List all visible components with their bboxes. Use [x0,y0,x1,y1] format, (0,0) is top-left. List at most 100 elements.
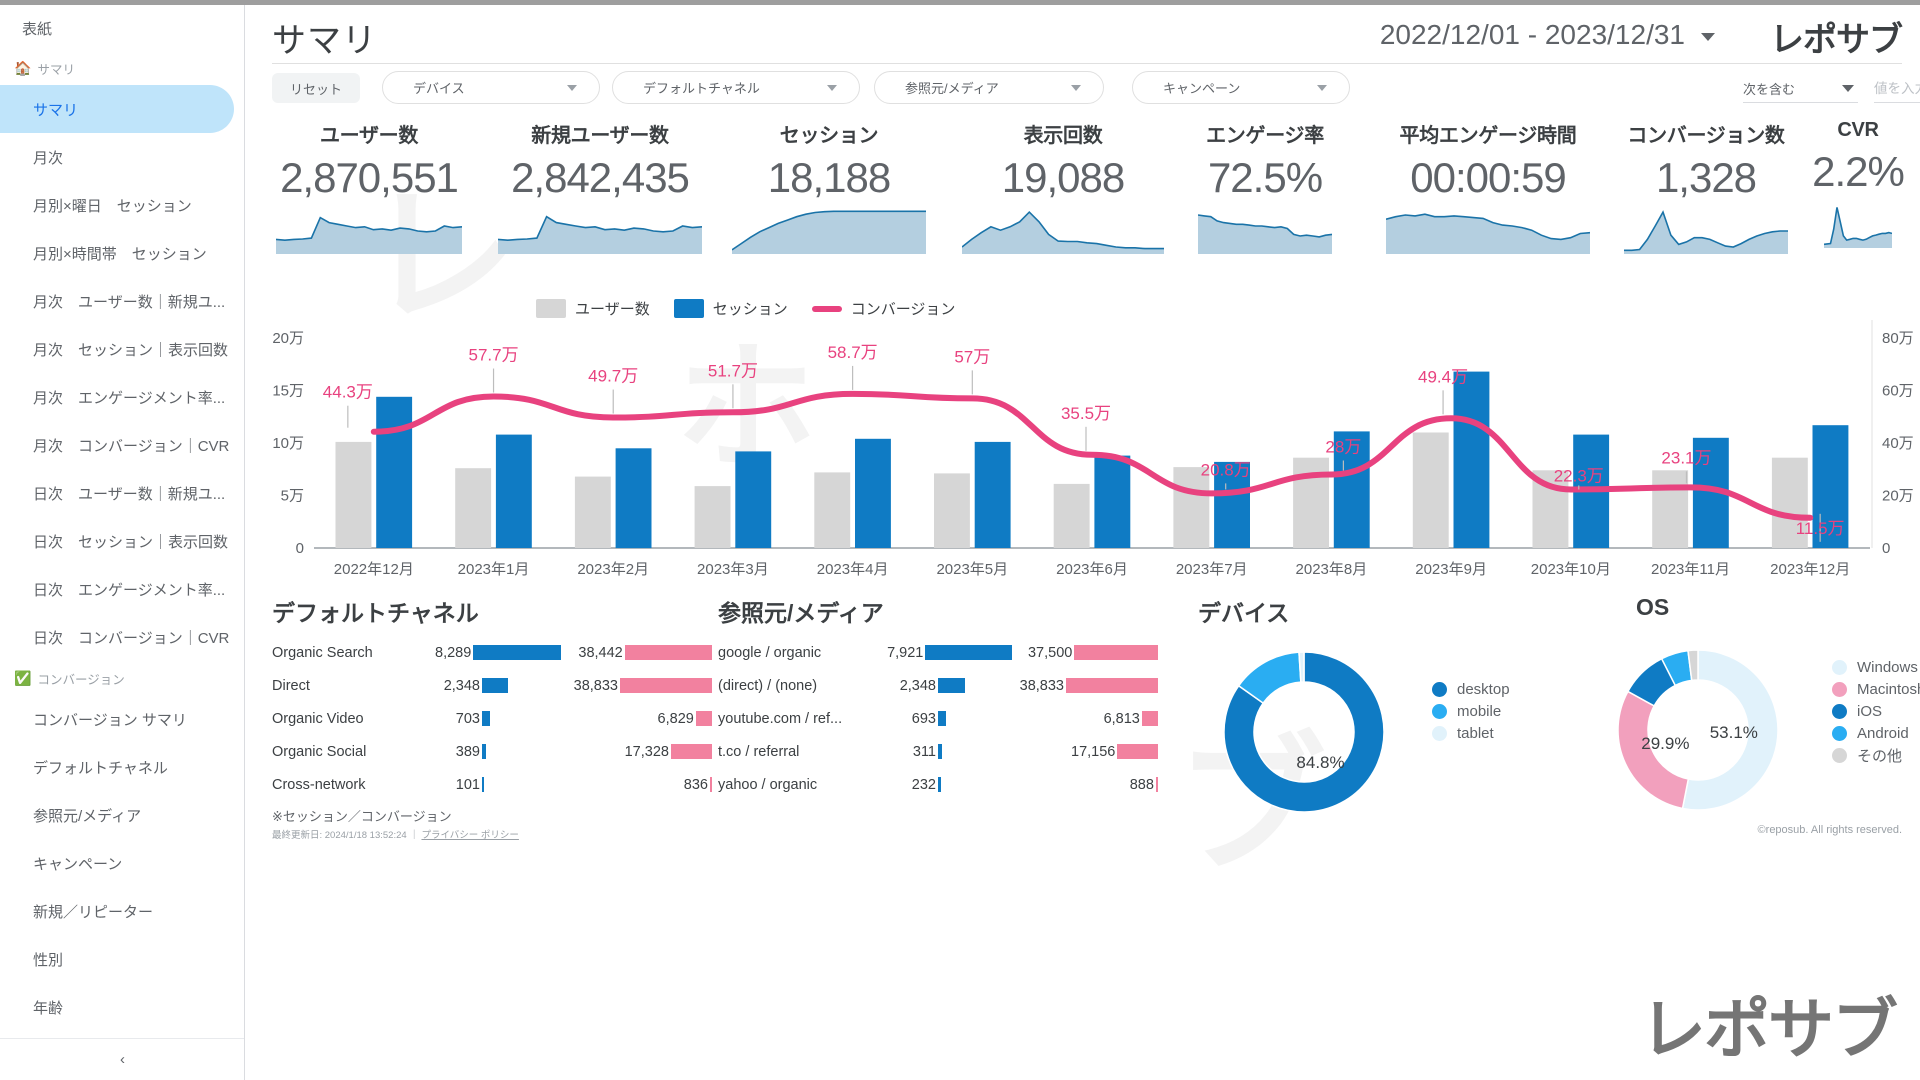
svg-text:20万: 20万 [1882,488,1914,505]
sidebar-group-label: サマリ [37,62,75,77]
row-sessions-value: 693 [911,710,936,727]
sidebar-item-0-2[interactable]: 月別×曜日 セッション [33,197,192,215]
legend-label: iOS [1857,702,1883,720]
svg-text:0: 0 [1882,540,1890,557]
legend-dot [1832,747,1847,763]
svg-text:49.7万: 49.7万 [588,367,638,386]
table-row[interactable]: google / organic 7,921 37,500 [718,636,1158,669]
legend-item-1[interactable]: セッション [673,298,788,319]
sidebar-group-0: 🏠 サマリ [0,51,244,85]
filter-select-2[interactable]: 参照元/メディア [874,71,1104,104]
sidebar-item-1-2[interactable]: 参照元/メディア [33,807,142,825]
sidebar-item-1-6[interactable]: 年齢 [33,999,64,1017]
svg-text:20.8万: 20.8万 [1201,460,1251,479]
filter-value-input[interactable] [1874,75,1920,103]
svg-text:10万: 10万 [272,435,304,452]
table-row[interactable]: Cross-network 101 836 [272,768,712,801]
sidebar-item-1-5[interactable]: 性別 [33,951,64,969]
filter-select-0[interactable]: デバイス [382,71,600,104]
kpi-card-7: CVR 2.2% [1812,119,1905,248]
donut-panel-0: デバイス 84.8% desktop mobile tablet [1186,594,1586,834]
kpi-card-0: ユーザー数 2,870,551 [264,119,474,254]
kpi-value: 1,328 [1655,154,1757,201]
row-label: t.co / referral [718,743,800,760]
donut-legend-item[interactable]: Windows [1832,656,1920,678]
donut-legend-item[interactable]: iOS [1832,700,1920,722]
donut-legend-item[interactable]: tablet [1432,722,1510,744]
sidebar-item-0-3[interactable]: 月別×時間帯 セッション [33,245,207,263]
kpi-sparkline [962,210,1164,254]
legend-label: desktop [1457,680,1510,698]
sidebar-item-0-0[interactable]: サマリ [0,85,234,133]
legend-item-2[interactable]: コンバージョン [811,298,955,319]
row-label: google / organic [718,644,822,661]
condition-select[interactable]: 次を含む [1743,75,1858,103]
table-row[interactable]: Organic Search 8,289 38,442 [272,636,712,669]
legend-label: Windows [1857,658,1918,676]
donut-legend-item[interactable]: その他 [1832,744,1920,766]
sidebar-item-0-10[interactable]: 日次 エンゲージメント率... [33,581,226,599]
sidebar-item-0-5[interactable]: 月次 セッション｜表示回数 [33,341,229,359]
sidebar-item-0-11[interactable]: 日次 コンバージョン｜CVR [33,629,230,647]
legend-dot [1832,725,1847,741]
privacy-policy-link[interactable]: プライバシー ポリシー [421,830,519,841]
svg-text:2023年2月: 2023年2月 [577,561,649,578]
svg-text:20万: 20万 [272,330,304,347]
kpi-value: 2.2% [1812,148,1905,195]
sidebar-item-1-4[interactable]: 新規／リピーター [33,903,154,921]
filter-select-3[interactable]: キャンペーン [1132,71,1350,104]
kpi-sparkline [1624,210,1788,254]
row-conversion-bar [620,678,712,693]
row-label: Cross-network [272,776,366,793]
svg-text:0: 0 [296,540,304,557]
sidebar-item-cover[interactable]: 表紙 [22,20,53,38]
row-conversion-bar [1141,711,1158,726]
legend-item-0[interactable]: ユーザー数 [536,298,650,319]
kpi-title: セッション [779,125,879,147]
sidebar-item-0-8[interactable]: 日次 ユーザー数｜新規ユ... [33,485,226,503]
kpi-sparkline [1386,213,1590,254]
reset-button[interactable]: リセット [272,73,360,103]
table-row[interactable]: Direct 2,348 38,833 [272,669,712,702]
check-icon: ✅ [14,670,32,686]
table-row[interactable]: yahoo / organic 232 888 [718,768,1158,801]
kpi-card-4: エンゲージ率 72.5% [1186,119,1344,254]
sidebar-item-0-4[interactable]: 月次 ユーザー数｜新規ユ... [33,293,226,311]
row-sessions-value: 2,348 [899,677,936,694]
svg-text:2022年12月: 2022年12月 [334,561,414,578]
donut-legend-item[interactable]: mobile [1432,700,1510,722]
svg-text:2023年9月: 2023年9月 [1415,561,1487,578]
table-row[interactable]: youtube.com / ref... 693 6,813 [718,702,1158,735]
table-title: デフォルトチャネル [272,600,479,626]
filter-bar: リセット デバイス デフォルトチャネル 参照元/メディア キャンペーン 次を含む [246,67,1920,115]
donut-legend-item[interactable]: Android [1832,722,1920,744]
table-row[interactable]: Organic Social 389 17,328 [272,735,712,768]
table-row[interactable]: t.co / referral 311 17,156 [718,735,1158,768]
kpi-title: エンゲージ率 [1206,125,1324,147]
row-sessions-bar [938,711,947,726]
last-updated-text: 最終更新日: 2024/1/18 13:52:24 [272,830,407,841]
row-label: youtube.com / ref... [718,710,843,727]
legend-label: Android [1857,724,1909,742]
sidebar-item-1-0[interactable]: コンバージョン サマリ [33,711,187,729]
chevron-down-icon[interactable] [1701,33,1715,41]
sidebar-item-0-7[interactable]: 月次 コンバージョン｜CVR [33,437,230,455]
table-row[interactable]: Organic Video 703 6,829 [272,702,712,735]
chevron-down-icon [1317,84,1327,91]
sidebar-item-1-1[interactable]: デフォルトチャネル [33,759,168,777]
filter-select-label: デフォルトチャネル [643,81,760,96]
filter-select-1[interactable]: デフォルトチャネル [612,71,860,104]
row-sessions-value: 703 [455,710,480,727]
sidebar-item-0-9[interactable]: 日次 セッション｜表示回数 [33,533,229,551]
sidebar-item-0-1[interactable]: 月次 [33,149,64,167]
page-header: サマリ 2022/12/01 - 2023/12/31 レポサブ [246,5,1920,67]
sidebar-item-1-3[interactable]: キャンペーン [33,855,123,873]
donut-legend-item[interactable]: desktop [1432,678,1510,700]
table-row[interactable]: (direct) / (none) 2,348 38,833 [718,669,1158,702]
kpi-row: ユーザー数 2,870,551 新規ユーザー数 2,842,435 セッション 18,18… [246,119,1920,294]
date-range-selector[interactable]: 2022/12/01 - 2023/12/31 [1379,19,1685,50]
sidebar-item-0-6[interactable]: 月次 エンゲージメント率... [33,389,226,407]
donut-legend-item[interactable]: Macintosh [1832,678,1920,700]
row-label: Organic Video [272,710,364,727]
sidebar-collapse-button[interactable]: ‹ [0,1038,244,1080]
